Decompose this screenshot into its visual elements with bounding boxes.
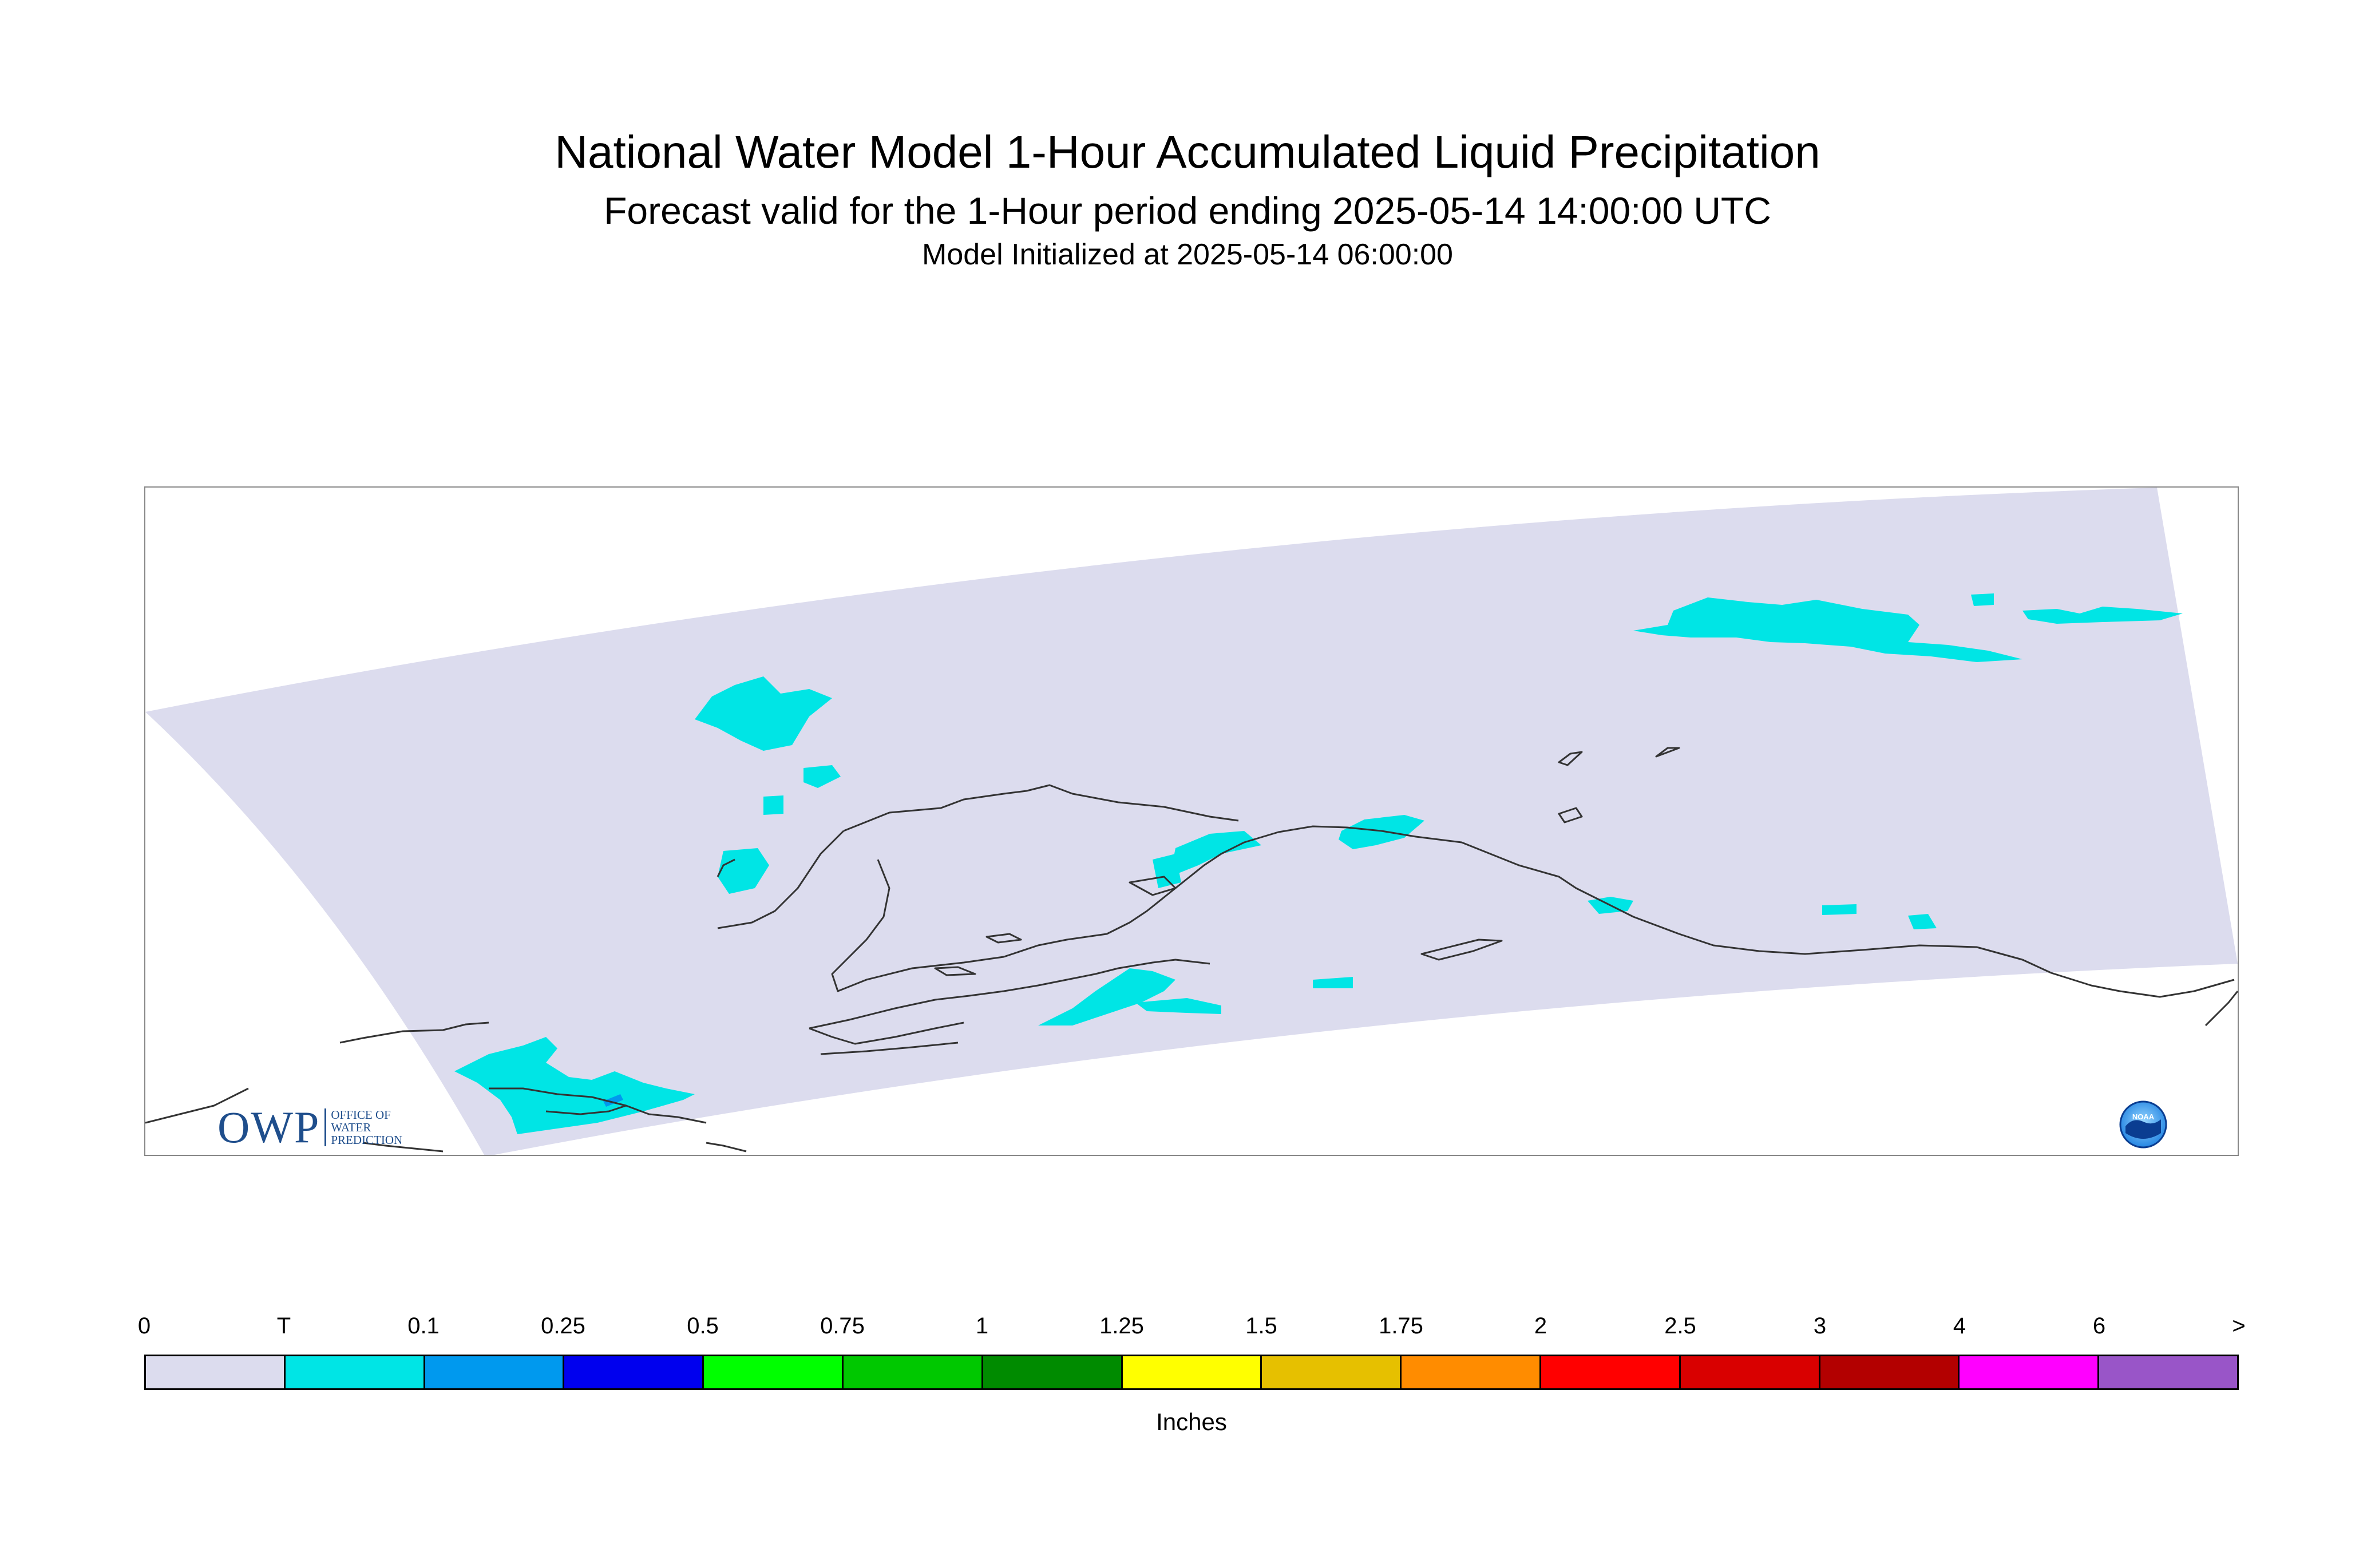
owp-logo-line: PREDICTION — [331, 1133, 403, 1147]
precip-area — [803, 765, 841, 788]
coastline — [831, 825, 2023, 992]
coastline — [545, 1104, 627, 1115]
legend-swatch — [1680, 1356, 1820, 1388]
coastline — [2204, 991, 2238, 1027]
legend-tick-label: 1.5 — [1245, 1313, 1277, 1339]
legend-swatch — [425, 1356, 565, 1388]
legend-swatch — [146, 1356, 286, 1388]
precip-area — [1153, 854, 1181, 888]
precip-area — [1339, 815, 1424, 849]
precip-area — [1633, 597, 2022, 662]
precip-area — [695, 676, 832, 751]
coastline — [820, 1042, 959, 1055]
noaa-emblem-text: NOAA — [2132, 1112, 2155, 1121]
legend-tick-label: 1.75 — [1379, 1313, 1423, 1339]
precip-area — [1038, 968, 1175, 1025]
precip-area — [763, 795, 783, 815]
coastline — [1129, 876, 1177, 896]
model-domain-area — [145, 488, 2238, 1155]
coastline — [934, 966, 976, 976]
legend-swatch — [2099, 1356, 2237, 1388]
light-precip-spot — [603, 1094, 623, 1107]
legend-tick-label: 2 — [1534, 1313, 1547, 1339]
coastline — [717, 830, 845, 929]
legend-tick-label: 1 — [975, 1313, 989, 1339]
legend-tick-label: 0.5 — [687, 1313, 719, 1339]
owp-logo-line: OFFICE OF — [331, 1108, 391, 1122]
coastline — [1420, 939, 1503, 961]
coastline — [362, 1142, 444, 1153]
legend-tick-label: 0 — [137, 1313, 151, 1339]
legend-color-bar — [144, 1355, 2239, 1390]
legend-swatch — [843, 1356, 983, 1388]
coastline — [339, 1021, 489, 1044]
coastline — [809, 1021, 964, 1045]
map-subtitle: Forecast valid for the 1-Hour period end… — [604, 189, 1771, 232]
precip-area — [1971, 593, 1994, 606]
legend-swatch — [1122, 1356, 1262, 1388]
legend-swatch — [1262, 1356, 1402, 1388]
owp-logo-text: OFFICE OF WATER PREDICTION — [331, 1108, 402, 1146]
owp-logo-divider — [324, 1108, 327, 1146]
coastline — [489, 1087, 707, 1124]
coastline — [1558, 807, 1583, 823]
legend-units-label: Inches — [1156, 1408, 1227, 1435]
model-init-line: Model Initialized at 2025-05-14 06:00:00 — [922, 238, 1453, 271]
legend-swatch — [1402, 1356, 1541, 1388]
trace-precip-areas — [454, 593, 2183, 1134]
coastline — [717, 858, 735, 877]
coastline — [1558, 751, 1583, 766]
coastline — [1655, 747, 1680, 758]
legend-tick-label: 4 — [1953, 1313, 1966, 1339]
legend-tick-label: 3 — [1813, 1313, 1827, 1339]
coastlines — [145, 747, 2238, 1153]
precip-area — [454, 1037, 695, 1134]
coastline — [809, 959, 1210, 1030]
map-title: National Water Model 1-Hour Accumulated … — [555, 126, 1820, 177]
legend-tick-label: 0.25 — [541, 1313, 585, 1339]
precip-legend: 0 T 0.1 0.25 0.5 0.75 1 1.25 1.5 1.75 2 2.5 3 4 6 > Inc… — [138, 1313, 2246, 1445]
coastline — [706, 1142, 747, 1153]
owp-logo: OWP OFFICE OF WATER PREDICTION — [217, 1102, 402, 1153]
legend-swatch — [1820, 1356, 1960, 1388]
legend-tick-label: T — [276, 1313, 291, 1339]
precip-area — [718, 848, 769, 894]
noaa-emblem-icon: NOAA — [2119, 1100, 2167, 1149]
legend-swatch — [285, 1356, 425, 1388]
precip-area — [1822, 904, 1857, 915]
legend-swatch — [983, 1356, 1123, 1388]
coastline — [985, 933, 1022, 944]
precip-area — [1170, 831, 1261, 877]
legend-tick-label: 2.5 — [1664, 1313, 1696, 1339]
precip-area — [2022, 607, 2183, 624]
coastline — [145, 1087, 249, 1124]
owp-logo-line: WATER — [331, 1120, 371, 1134]
precip-area — [1908, 914, 1937, 929]
precip-area — [1135, 998, 1221, 1014]
coastline — [843, 784, 1239, 832]
legend-tick-label: 1.25 — [1099, 1313, 1144, 1339]
legend-swatch — [1541, 1356, 1681, 1388]
legend-swatch — [564, 1356, 704, 1388]
legend-tick-label: 0.75 — [820, 1313, 865, 1339]
precipitation-map — [145, 488, 2238, 1155]
legend-swatch — [1960, 1356, 2100, 1388]
legend-tick-label: 0.1 — [407, 1313, 440, 1339]
legend-swatch — [704, 1356, 844, 1388]
coastline — [2022, 959, 2235, 998]
map-panel — [144, 486, 2239, 1156]
legend-tick-label: > — [2232, 1313, 2246, 1339]
precip-area — [1313, 977, 1353, 988]
owp-logo-letters: OWP — [217, 1102, 320, 1152]
legend-tick-label: 6 — [2092, 1313, 2106, 1339]
